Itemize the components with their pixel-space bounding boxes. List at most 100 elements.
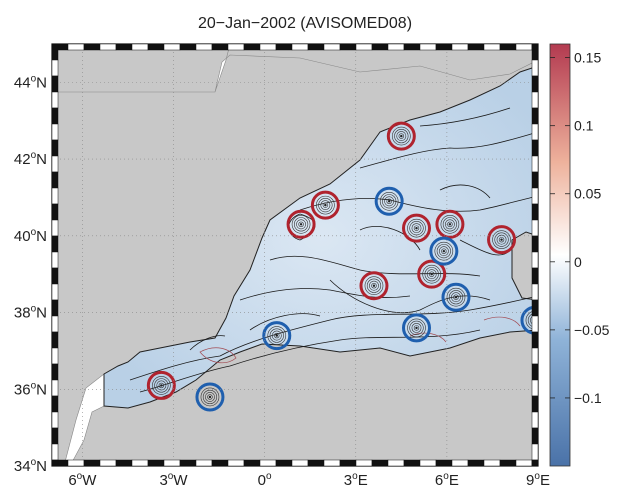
anticyclonic-eddy-3 [402,213,431,243]
anticyclonic-eddy-7 [359,271,389,301]
border-segment-right [531,91,539,109]
longitude-tick-4: 6oE [435,471,459,489]
border-segment-top [99,43,117,51]
anticyclonic-eddy-1 [286,209,316,239]
border-segment-left [51,443,59,461]
anticyclonic-eddies [146,121,517,400]
anticyclonic-eddy-6 [417,259,447,289]
border-segment-top [163,43,181,51]
longitude-tick-3: 3oE [344,471,368,489]
border-segment-bottom [147,459,165,467]
border-segment-bottom [435,459,453,467]
longitude-tick-5: 9oE [526,471,550,489]
longitude-tick-0: 6oW [68,471,97,489]
border-segment-bottom [179,459,197,467]
anticyclonic-eddy-0 [386,121,416,151]
latitude-tick-4: 42oN [14,150,47,168]
border-segment-bottom [307,459,325,467]
border-segment-right [531,43,539,61]
border-segment-left [51,315,59,333]
border-segment-left [51,203,59,221]
border-segment-top [195,43,213,51]
border-segment-right [531,363,539,381]
border-segment-right [531,299,539,317]
border-segment-bottom [323,459,341,467]
border-segment-right [531,283,539,301]
border-segment-top [419,43,437,51]
border-segment-left [51,219,59,237]
border-segment-bottom [483,459,501,467]
border-segment-right [531,427,539,445]
border-segment-left [51,331,59,349]
colorbar-tick-3: 0 [574,254,582,270]
border-segment-left [51,427,59,445]
border-segment-bottom [403,459,421,467]
latitude-tick-1: 36oN [14,380,47,398]
colorbar-tick-2: 0.05 [574,186,601,202]
anticyclonic-eddy-8 [146,370,176,400]
border-segment-bottom [211,459,229,467]
border-segment-top [483,43,501,51]
border-segment-bottom [243,459,261,467]
border-segment-top [259,43,277,51]
border-segment-left [51,267,59,285]
border-segment-right [531,203,539,221]
border-segment-top [515,43,533,51]
border-segment-left [51,75,59,93]
border-segment-top [227,43,245,51]
border-segment-right [531,379,539,397]
border-segment-top [387,43,405,51]
border-segment-top [371,43,389,51]
border-segment-bottom [499,459,517,467]
cyclonic-eddy-3 [402,313,431,343]
map-area [52,44,538,466]
border-segment-bottom [131,459,149,467]
border-segment-left [51,107,59,125]
border-segment-top [451,43,469,51]
border-segment-bottom [451,459,469,467]
border-segment-left [51,283,59,301]
border-segment-top [339,43,357,51]
border-segment-right [531,123,539,141]
map-title: 20−Jan−2002 (AVISOMED08) [198,15,412,32]
cyclonic-eddy-5 [195,382,225,412]
border-segment-right [531,107,539,125]
border-segment-right [531,411,539,429]
border-segment-top [131,43,149,51]
border-segment-left [51,171,59,189]
border-segment-top [323,43,341,51]
border-segment-top [67,43,85,51]
longitude-tick-2: 0o [258,471,272,489]
positive-contour-lines [199,316,521,364]
border-segment-left [51,91,59,109]
colorbar-scale [549,43,571,467]
latitude-ticks: 34oN 36oN 38oN 40oN 42oN 44oN [14,73,47,475]
border-segment-bottom [339,459,357,467]
border-segment-right [531,155,539,173]
border-segment-right [531,187,539,205]
border-segment-right [531,347,539,365]
border-segment-right [531,59,539,77]
border-segment-top [147,43,165,51]
border-segment-right [531,331,539,349]
border-segment-top [275,43,293,51]
border-segment-left [51,395,59,413]
anticyclonic-eddy-5 [487,225,517,255]
border-segment-bottom [163,459,181,467]
border-segment-top [355,43,373,51]
anticyclonic-eddy-4 [435,209,465,239]
border-segment-bottom [371,459,389,467]
border-segment-top [243,43,261,51]
colorbar-tick-4: −0.05 [574,322,610,338]
border-segment-left [51,123,59,141]
cyclonic-eddies [195,186,538,412]
border-segment-left [51,251,59,269]
border-segment-top [435,43,453,51]
border-segment-right [531,251,539,269]
cyclonic-eddy-4 [262,321,292,351]
border-segment-top [115,43,133,51]
border-segment-left [51,347,59,365]
border-segment-left [51,155,59,173]
border-segment-top [307,43,325,51]
